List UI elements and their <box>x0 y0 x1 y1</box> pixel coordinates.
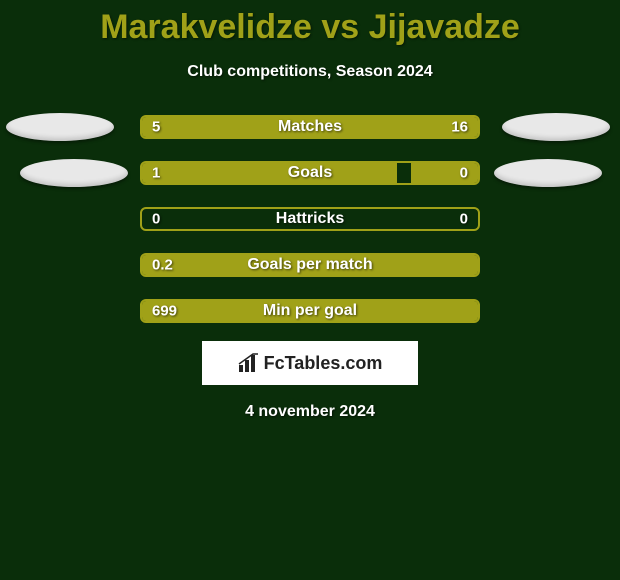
stat-bar-left-fill <box>142 163 397 183</box>
stat-bar: 699 Min per goal <box>140 299 480 323</box>
stat-value-right: 0 <box>460 165 468 182</box>
player-right-marker <box>494 159 602 187</box>
stat-row: 0 0 Hattricks <box>0 207 620 231</box>
stat-row: 1 0 Goals <box>0 161 620 185</box>
player-right-marker <box>502 113 610 141</box>
stat-label: Goals <box>288 164 332 182</box>
stat-bar: 0.2 Goals per match <box>140 253 480 277</box>
stat-row: 5 16 Matches <box>0 115 620 139</box>
stat-bar: 5 16 Matches <box>140 115 480 139</box>
stat-value-left: 1 <box>152 165 160 182</box>
chart-icon <box>238 353 260 373</box>
stat-label: Hattricks <box>276 210 344 228</box>
stat-bar-right-fill <box>222 117 478 137</box>
stat-value-left: 5 <box>152 119 160 136</box>
logo-text: FcTables.com <box>264 353 383 374</box>
stat-row: 0.2 Goals per match <box>0 253 620 277</box>
player-left-marker <box>6 113 114 141</box>
stat-label: Goals per match <box>247 256 372 274</box>
stat-value-left: 0 <box>152 211 160 228</box>
date-label: 4 november 2024 <box>0 403 620 421</box>
logo-box: FcTables.com <box>202 341 418 385</box>
stat-bar: 1 0 Goals <box>140 161 480 185</box>
stat-value-left: 699 <box>152 303 177 320</box>
stat-label: Min per goal <box>263 302 357 320</box>
stat-label: Matches <box>278 118 342 136</box>
player-left-marker <box>20 159 128 187</box>
page-title: Marakvelidze vs Jijavadze <box>0 0 620 47</box>
stat-row: 699 Min per goal <box>0 299 620 323</box>
subtitle: Club competitions, Season 2024 <box>0 63 620 81</box>
stats-container: 5 16 Matches 1 0 Goals 0 0 Hattricks 0.2 Goals per… <box>0 115 620 323</box>
stat-value-right: 0 <box>460 211 468 228</box>
stat-bar: 0 0 Hattricks <box>140 207 480 231</box>
stat-value-left: 0.2 <box>152 257 173 274</box>
stat-value-right: 16 <box>451 119 468 136</box>
